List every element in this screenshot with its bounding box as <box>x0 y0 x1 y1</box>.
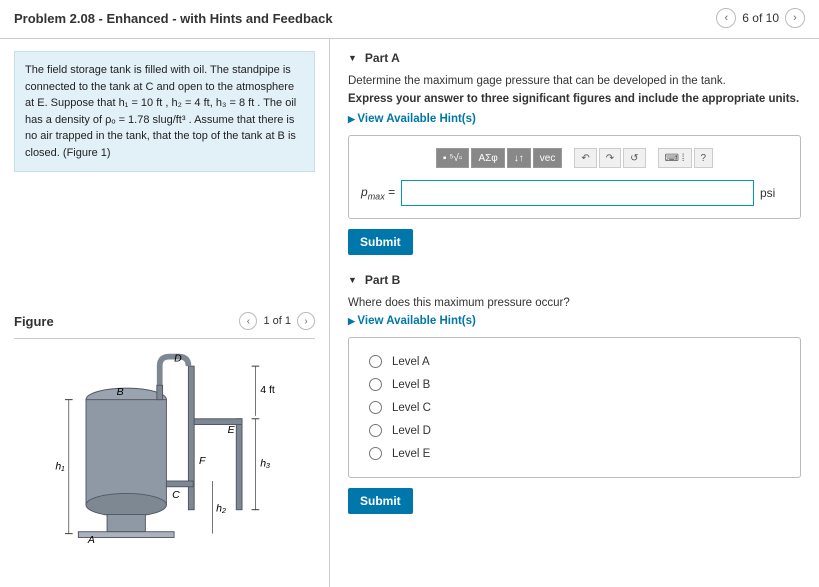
part-b-prompt: Where does this maximum pressure occur? <box>348 297 801 309</box>
problem-nav: ‹ 6 of 10 › <box>716 8 805 28</box>
option-d-label: Level D <box>392 425 431 437</box>
redo-button[interactable]: ↷ <box>599 148 621 168</box>
main-content: The field storage tank is filled with oi… <box>0 39 819 587</box>
problem-count: 6 of 10 <box>742 11 779 25</box>
left-panel: The field storage tank is filled with oi… <box>0 39 330 587</box>
help-button[interactable]: ? <box>694 148 714 168</box>
part-a-answer-box: ▪ ⁵√▫ ΑΣφ ↓↑ vec ↶ ↷ ↺ ⌨ ⁞ ? pmax = psi <box>348 135 801 219</box>
template-button[interactable]: ▪ ⁵√▫ <box>436 148 470 168</box>
equation-toolbar: ▪ ⁵√▫ ΑΣφ ↓↑ vec ↶ ↷ ↺ ⌨ ⁞ ? <box>361 148 788 168</box>
label-h1: h₁ <box>55 461 65 473</box>
part-a-title: Part A <box>365 51 400 65</box>
option-e-label: Level E <box>392 448 430 460</box>
reset-button[interactable]: ↺ <box>623 148 645 168</box>
radio-a[interactable] <box>369 355 382 368</box>
prev-problem-button[interactable]: ‹ <box>716 8 736 28</box>
next-problem-button[interactable]: › <box>785 8 805 28</box>
label-A: A <box>87 534 95 546</box>
option-c[interactable]: Level C <box>361 396 788 419</box>
variable-label: pmax = <box>361 185 395 201</box>
right-panel: ▼ Part A Determine the maximum gage pres… <box>330 39 819 587</box>
greek-button[interactable]: ΑΣφ <box>471 148 504 168</box>
radio-c[interactable] <box>369 401 382 414</box>
label-B: B <box>117 386 124 398</box>
figure-image: A B C D E F h₁ h₂ h₃ 4 ft <box>14 338 315 548</box>
part-a-hints-link[interactable]: View Available Hint(s) <box>348 113 801 125</box>
option-b-label: Level B <box>392 379 430 391</box>
part-a-instruct: Express your answer to three significant… <box>348 93 801 105</box>
multiple-choice-box: Level A Level B Level C Level D Level E <box>348 337 801 478</box>
figure-header: Figure ‹ 1 of 1 › <box>14 312 315 330</box>
vector-button[interactable]: vec <box>533 148 563 168</box>
prev-figure-button[interactable]: ‹ <box>239 312 257 330</box>
option-a[interactable]: Level A <box>361 350 788 373</box>
header-bar: Problem 2.08 - Enhanced - with Hints and… <box>0 0 819 39</box>
part-b-submit-button[interactable]: Submit <box>348 488 413 514</box>
answer-input[interactable] <box>401 180 754 206</box>
label-E: E <box>228 424 236 436</box>
radio-e[interactable] <box>369 447 382 460</box>
next-figure-button[interactable]: › <box>297 312 315 330</box>
tank-diagram: A B C D E F h₁ h₂ h₃ 4 ft <box>14 347 315 548</box>
part-b-hints-link[interactable]: View Available Hint(s) <box>348 315 801 327</box>
part-a-prompt: Determine the maximum gage pressure that… <box>348 75 801 87</box>
label-h2: h₂ <box>216 503 226 515</box>
option-e[interactable]: Level E <box>361 442 788 465</box>
label-D: D <box>174 352 182 364</box>
problem-description: The field storage tank is filled with oi… <box>14 51 315 172</box>
option-a-label: Level A <box>392 356 430 368</box>
problem-title: Problem 2.08 - Enhanced - with Hints and… <box>14 11 333 26</box>
unit-label: psi <box>760 186 788 200</box>
radio-b[interactable] <box>369 378 382 391</box>
label-4ft: 4 ft <box>260 384 275 396</box>
subscript-button[interactable]: ↓↑ <box>507 148 531 168</box>
label-h3: h₃ <box>260 458 270 470</box>
part-a-submit-button[interactable]: Submit <box>348 229 413 255</box>
undo-button[interactable]: ↶ <box>574 148 596 168</box>
part-b-title: Part B <box>365 273 400 287</box>
answer-input-row: pmax = psi <box>361 180 788 206</box>
label-F: F <box>199 455 206 467</box>
figure-nav: ‹ 1 of 1 › <box>239 312 315 330</box>
keyboard-button[interactable]: ⌨ ⁞ <box>658 148 692 168</box>
option-d[interactable]: Level D <box>361 419 788 442</box>
caret-down-icon: ▼ <box>348 53 357 63</box>
radio-d[interactable] <box>369 424 382 437</box>
part-a-header[interactable]: ▼ Part A <box>348 51 801 65</box>
figure-count: 1 of 1 <box>263 315 291 327</box>
caret-down-icon: ▼ <box>348 275 357 285</box>
option-c-label: Level C <box>392 402 431 414</box>
part-b-header[interactable]: ▼ Part B <box>348 273 801 287</box>
option-b[interactable]: Level B <box>361 373 788 396</box>
label-C: C <box>172 489 180 501</box>
figure-title: Figure <box>14 314 54 329</box>
